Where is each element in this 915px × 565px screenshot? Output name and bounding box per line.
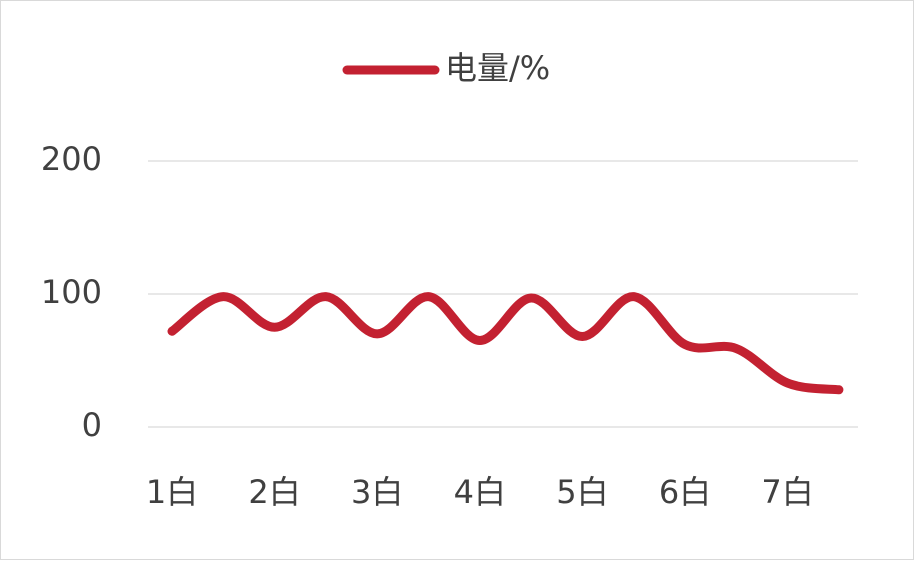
- x-tick-label: 1白: [146, 473, 198, 511]
- x-tick-label: 6白: [659, 473, 711, 511]
- series-line: [167, 292, 844, 395]
- x-tick-label: 4白: [454, 473, 506, 511]
- x-tick-label: 2白: [248, 473, 300, 511]
- x-tick-label: 3白: [351, 473, 403, 511]
- y-tick-label: 200: [41, 140, 102, 178]
- y-tick-label: 0: [82, 406, 102, 444]
- legend-label: 电量/%: [445, 49, 550, 87]
- x-tick-label: 5白: [556, 473, 608, 511]
- y-tick-label: 100: [41, 273, 102, 311]
- x-tick-label: 7白: [761, 473, 813, 511]
